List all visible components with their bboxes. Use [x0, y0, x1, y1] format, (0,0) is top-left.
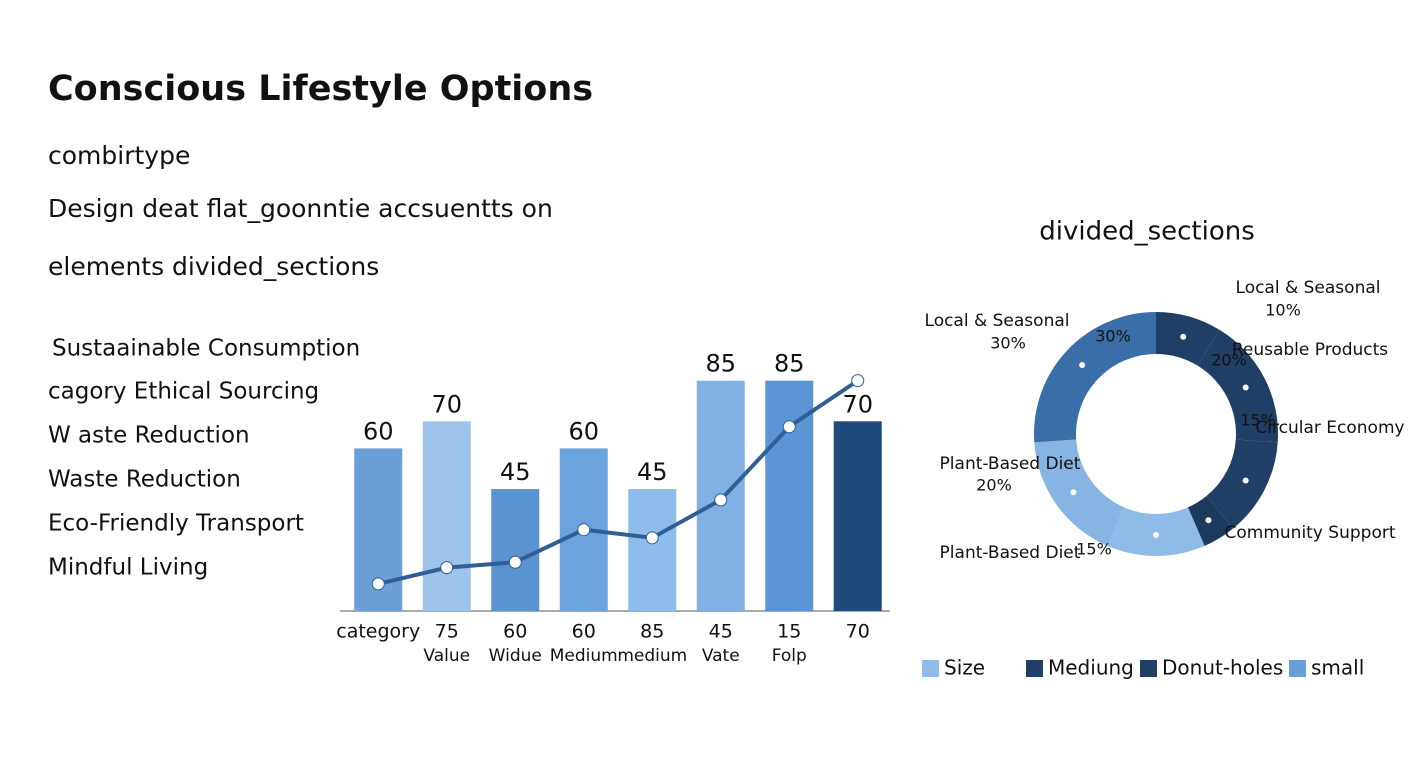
x-tick-label: 60: [572, 621, 596, 643]
legend-swatch: [922, 660, 939, 677]
legend-label: Mediung: [1048, 656, 1134, 680]
segment-dot: [1205, 517, 1212, 524]
segment-dot: [1242, 384, 1249, 391]
segment-dot: [1070, 489, 1077, 496]
bar: [628, 489, 677, 611]
bar-value-label: 70: [842, 390, 873, 418]
x-tick-label: category: [336, 621, 420, 643]
donut-segment: [1197, 329, 1278, 443]
segment-dot: [1180, 333, 1187, 340]
segment-value-label: 10%: [1265, 301, 1301, 320]
bar-value-label: 85: [705, 350, 736, 378]
bar: [422, 421, 471, 611]
legend-label: Donut-holes: [1162, 656, 1283, 680]
segment-label: Circular Economy: [1255, 418, 1404, 438]
bar-value-label: 70: [431, 390, 462, 418]
segment-value-label: 30%: [990, 334, 1026, 353]
segment-value-label: 15%: [1240, 411, 1276, 430]
subtitle-line: elements divided_sections: [48, 252, 379, 281]
x-tick-sublabel: medium: [617, 646, 687, 666]
trend-point: [782, 420, 796, 434]
x-tick-label: 85: [640, 621, 664, 643]
trend-point: [851, 374, 865, 388]
segment-label: Community Support: [1225, 523, 1396, 543]
donut-segment: [1107, 507, 1205, 556]
trend-point: [714, 493, 728, 507]
x-tick-label: 15: [777, 621, 801, 643]
bar-value-label: 45: [500, 458, 531, 486]
donut-segment: [1034, 312, 1156, 443]
x-tick-sublabel: Medium: [550, 646, 618, 666]
x-tick-label: 70: [846, 621, 870, 643]
list-item: Sustaainable Consumption: [52, 336, 360, 362]
bar: [765, 380, 814, 611]
trend-point: [645, 531, 659, 545]
segment-dot: [1079, 362, 1086, 369]
segment-label: Local & Seasonal: [925, 311, 1070, 331]
x-tick-label: 75: [435, 621, 459, 643]
list-item: cagory Ethical Sourcing: [48, 379, 319, 405]
donut-title: divided_sections: [1039, 217, 1255, 247]
bar: [833, 421, 882, 611]
x-tick-sublabel: Widue: [489, 646, 542, 666]
segment-value-label: 20%: [1211, 351, 1247, 370]
x-tick-sublabel: Vate: [702, 646, 740, 666]
segment-label: Plant-Based Diet: [940, 543, 1081, 563]
subtitle-line: combirtype: [48, 141, 190, 170]
bar-value-label: 60: [363, 417, 394, 445]
trend-point: [371, 577, 385, 591]
donut-segment: [1156, 312, 1220, 366]
bar-value-label: 85: [774, 350, 805, 378]
trend-point: [508, 555, 522, 569]
segment-value-label: 20%: [976, 476, 1012, 495]
donut-segment: [1206, 439, 1278, 529]
bar: [491, 489, 540, 611]
segment-dot: [1153, 532, 1159, 538]
bar-value-label: 60: [568, 417, 599, 445]
segment-value-label: 15%: [1076, 540, 1112, 559]
segment-label: Local & Seasonal: [1236, 278, 1381, 298]
trend-point: [577, 523, 591, 537]
page-title: Conscious Lifestyle Options: [48, 69, 593, 109]
segment-dot: [1242, 477, 1249, 484]
legend-swatch: [1289, 660, 1306, 677]
list-item: Waste Reduction: [48, 467, 241, 493]
segment-value-label: 30%: [1095, 327, 1131, 346]
x-tick-label: 60: [503, 621, 527, 643]
list-item: W aste Reduction: [48, 423, 250, 449]
legend-swatch: [1140, 660, 1157, 677]
legend-swatch: [1026, 660, 1043, 677]
trend-point: [440, 561, 454, 575]
list-item: Mindful Living: [48, 555, 208, 581]
x-tick-sublabel: Folp: [772, 646, 807, 666]
segment-label: Plant-Based Diet: [940, 454, 1081, 474]
x-tick-sublabel: Value: [423, 646, 470, 666]
segment-label: Reusable Products: [1232, 340, 1388, 360]
bar-value-label: 45: [637, 458, 668, 486]
x-tick-label: 45: [709, 621, 733, 643]
legend-label: Size: [944, 656, 985, 680]
donut-segment: [1034, 439, 1125, 546]
trend-line: [377, 378, 859, 586]
subtitle-line: Design deat flat_goonntie accsuentts on: [48, 194, 553, 223]
legend-label: small: [1311, 656, 1364, 680]
list-item: Eco-Friendly Transport: [48, 511, 304, 537]
